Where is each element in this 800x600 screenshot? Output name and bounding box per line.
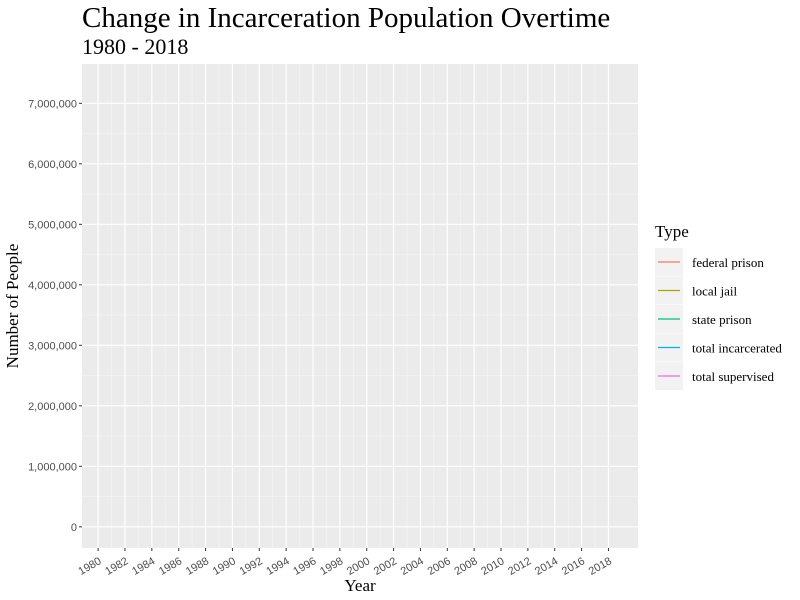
legend-item: local jail [655, 276, 738, 305]
x-tick-label: 2016 [560, 555, 587, 578]
x-tick-label: 2018 [587, 555, 614, 578]
y-axis-label: Number of People [3, 244, 22, 369]
x-tick-label: 1992 [238, 555, 265, 578]
chart-title: Change in Incarceration Population Overt… [82, 2, 610, 34]
legend: Type federal prison local jail state priso… [655, 222, 782, 390]
plot-panel [82, 64, 638, 548]
x-axis: 1980 1982 1984 1986 1988 1990 1992 1994 1996 1998… [76, 548, 614, 578]
x-tick-label: 1990 [211, 555, 238, 578]
y-tick-label: 1,000,000 [28, 461, 77, 473]
x-tick-label: 1994 [264, 555, 291, 578]
legend-label: total supervised [692, 369, 774, 384]
y-tick-label: 7,000,000 [28, 98, 77, 110]
grid-major [82, 64, 638, 548]
x-tick-label: 1984 [130, 555, 157, 578]
x-axis-label: Year [344, 576, 376, 595]
x-tick-label: 1986 [157, 555, 184, 578]
y-axis: 0 1,000,000 2,000,000 3,000,000 4,000,000 5,0… [28, 98, 82, 534]
legend-label: total incarcerated [692, 341, 782, 356]
legend-label: federal prison [692, 255, 764, 270]
x-tick-label: 2008 [452, 555, 479, 578]
y-tick-label: 0 [71, 522, 77, 534]
x-tick-label: 2004 [399, 555, 426, 578]
legend-item: total incarcerated [655, 333, 782, 362]
x-tick-label: 1988 [184, 555, 211, 578]
x-tick-label: 2002 [372, 555, 399, 578]
legend-item: state prison [655, 305, 752, 333]
y-tick-label: 3,000,000 [28, 340, 77, 352]
legend-item: total supervised [655, 362, 774, 390]
x-tick-label: 1998 [318, 555, 345, 578]
legend-item: federal prison [655, 248, 764, 276]
y-tick-label: 6,000,000 [28, 159, 77, 171]
y-tick-label: 2,000,000 [28, 401, 77, 413]
legend-title: Type [655, 222, 689, 241]
x-tick-label: 1982 [103, 555, 130, 578]
x-tick-label: 2010 [479, 555, 506, 578]
grid-minor [82, 64, 638, 548]
x-tick-label: 2006 [426, 555, 453, 578]
chart-subtitle: 1980 - 2018 [82, 34, 188, 59]
legend-label: local jail [692, 284, 738, 299]
x-tick-label: 2000 [345, 555, 372, 578]
legend-label: state prison [692, 312, 752, 327]
x-tick-label: 2014 [533, 555, 560, 578]
x-tick-label: 1996 [291, 555, 318, 578]
y-tick-label: 5,000,000 [28, 219, 77, 231]
y-tick-label: 4,000,000 [28, 280, 77, 292]
x-tick-label: 2012 [506, 555, 533, 578]
legend-items: federal prison local jail state prison tota… [655, 248, 782, 390]
x-tick-label: 1980 [76, 555, 103, 578]
